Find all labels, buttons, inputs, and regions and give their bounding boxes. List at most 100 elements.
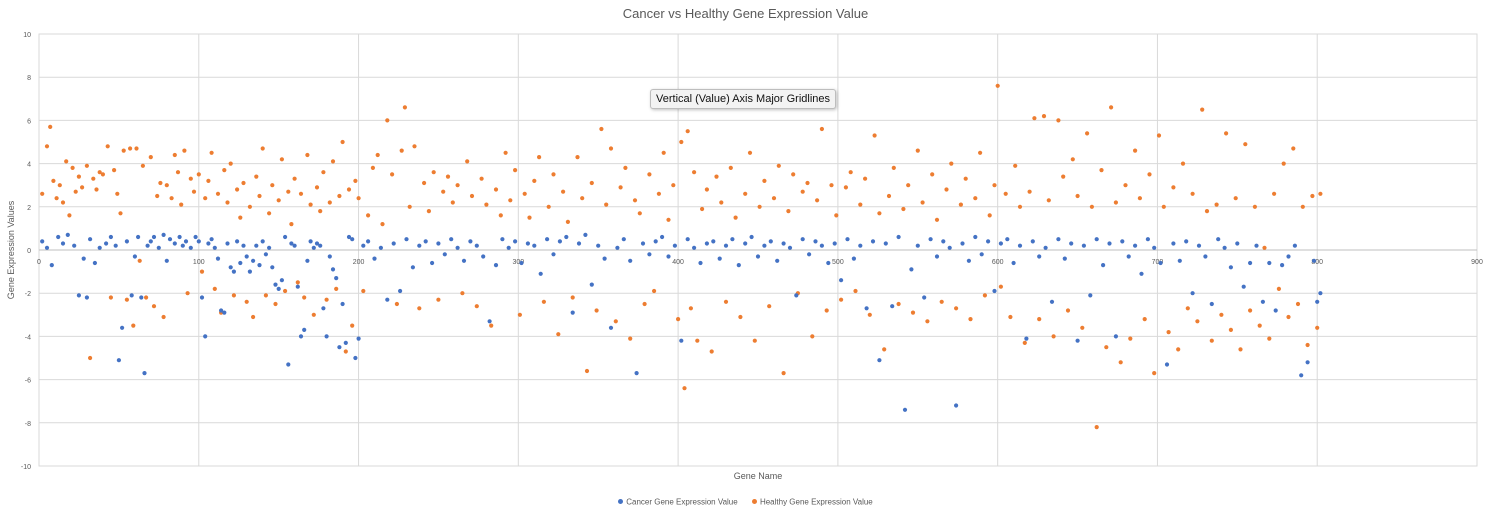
healthy-point — [298, 191, 304, 196]
healthy-point — [556, 332, 561, 337]
healthy-point — [618, 185, 623, 190]
cancer-point — [302, 327, 307, 332]
cancer-point — [193, 234, 198, 240]
healthy-point — [877, 211, 882, 216]
cancer-point — [787, 245, 793, 250]
healthy-point — [623, 165, 628, 170]
healthy-point — [182, 148, 187, 153]
healthy-point — [853, 288, 858, 294]
healthy-point — [695, 338, 700, 343]
healthy-point — [628, 336, 633, 341]
cancer-point — [915, 243, 920, 248]
legend-item-cancer[interactable]: Cancer Gene Expression Value — [618, 497, 738, 507]
healthy-point — [455, 183, 460, 188]
healthy-point — [661, 150, 666, 155]
cancer-point — [188, 245, 193, 250]
cancer-point — [896, 234, 901, 240]
cancer-point — [583, 232, 588, 237]
cancer-point — [279, 278, 284, 283]
healthy-point — [375, 152, 380, 158]
legend-label-cancer: Cancer Gene Expression Value — [626, 497, 738, 507]
healthy-point — [723, 299, 729, 304]
cancer-point — [877, 358, 882, 363]
healthy-point — [131, 323, 136, 328]
healthy-point — [469, 193, 475, 199]
legend-item-healthy[interactable]: Healthy Gene Expression Value — [751, 497, 873, 507]
cancer-point — [1139, 271, 1144, 276]
cancer-point — [1280, 263, 1285, 268]
healthy-point — [1027, 189, 1032, 194]
cancer-point — [1005, 237, 1010, 242]
healthy-point — [144, 295, 149, 300]
cancer-point — [92, 260, 97, 266]
healthy-point — [366, 213, 371, 218]
cancer-point — [826, 260, 831, 266]
cancer-point — [941, 239, 946, 244]
cancer-point — [455, 245, 460, 250]
x-tick-label: 900 — [1471, 259, 1483, 266]
cancer-point — [1216, 237, 1221, 242]
healthy-point — [97, 170, 102, 175]
healthy-point — [642, 301, 647, 307]
healthy-point — [1171, 185, 1176, 190]
cancer-point — [254, 243, 259, 248]
healthy-point — [394, 301, 399, 307]
healthy-point — [1085, 131, 1090, 136]
cancer-point — [108, 234, 113, 240]
cancer-point — [832, 241, 837, 246]
healthy-point — [848, 170, 853, 175]
cancer-point — [870, 239, 876, 244]
healthy-point — [1118, 360, 1123, 365]
healthy-point — [148, 155, 153, 160]
healthy-point — [151, 304, 157, 309]
healthy-point — [251, 314, 256, 320]
healthy-point — [1219, 312, 1224, 317]
healthy-point — [343, 349, 348, 354]
healthy-point — [867, 312, 872, 317]
x-tick-label: 300 — [512, 259, 524, 266]
healthy-point — [522, 191, 527, 196]
healthy-point — [733, 215, 738, 220]
healthy-point — [292, 176, 297, 181]
cancer-point — [228, 265, 233, 270]
healthy-point — [728, 165, 733, 170]
legend-label-healthy: Healthy Gene Expression Value — [759, 497, 873, 507]
healthy-point — [80, 185, 85, 190]
healthy-point — [324, 297, 329, 302]
cancer-point — [1049, 299, 1055, 304]
cancer-point — [145, 243, 150, 248]
cancer-point — [723, 243, 729, 248]
cancer-point — [973, 234, 978, 240]
healthy-point — [465, 159, 470, 164]
healthy-point — [73, 189, 78, 194]
healthy-point — [738, 314, 743, 320]
healthy-point — [1209, 338, 1214, 343]
healthy-point — [1017, 204, 1023, 209]
cancer-point — [545, 237, 550, 242]
healthy-point — [60, 200, 66, 205]
cancer-point — [1113, 334, 1118, 339]
cancer-point — [327, 254, 332, 259]
healthy-point — [247, 204, 252, 209]
healthy-point — [57, 183, 62, 188]
healthy-point — [944, 187, 949, 192]
x-tick-label: 500 — [832, 259, 844, 266]
cancer-point — [97, 245, 102, 250]
healthy-point — [134, 146, 139, 151]
cancer-point — [794, 293, 799, 298]
healthy-point — [978, 150, 983, 155]
legend[interactable]: Cancer Gene Expression Value Healthy Gen… — [0, 497, 1491, 506]
healthy-point — [179, 202, 184, 207]
cancer-point — [423, 239, 428, 244]
healthy-point — [762, 178, 767, 183]
cancer-point — [206, 241, 211, 246]
healthy-point — [906, 183, 911, 188]
cancer-point — [730, 237, 735, 242]
cancer-point — [203, 334, 208, 339]
cancer-point — [1075, 338, 1080, 343]
healthy-point — [450, 200, 455, 205]
healthy-point — [498, 213, 503, 218]
cancer-point — [1011, 260, 1016, 266]
y-tick-label: 10 — [23, 32, 31, 39]
